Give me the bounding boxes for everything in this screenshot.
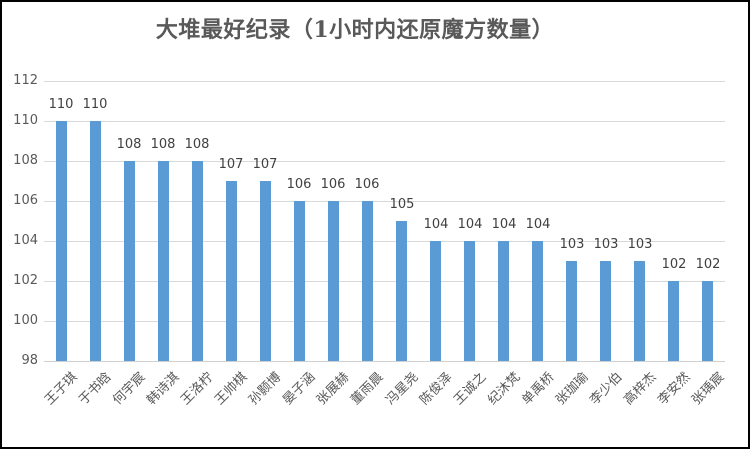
data-label: 102 [695, 257, 721, 272]
y-tick-label: 110 [13, 113, 38, 128]
y-tick-label: 104 [13, 233, 38, 248]
y-tick-label: 98 [21, 353, 38, 368]
data-label: 105 [389, 197, 415, 212]
data-label: 106 [286, 177, 312, 192]
bar [532, 241, 543, 361]
bar [668, 281, 679, 361]
bar [430, 241, 441, 361]
data-label: 104 [423, 217, 449, 232]
x-tick-label: 高梓杰 [621, 369, 660, 409]
x-tick-label: 张珈瑜 [553, 369, 592, 409]
data-label: 103 [627, 237, 653, 252]
x-tick-label: 陈俊泽 [417, 369, 456, 409]
data-label: 107 [252, 157, 278, 172]
x-tick-label: 王洛柠 [178, 369, 217, 409]
bar [498, 241, 509, 361]
gridline [44, 321, 725, 322]
bar [226, 181, 237, 361]
bar [260, 181, 271, 361]
bar [56, 121, 67, 361]
x-tick-label: 张瑀宸 [689, 369, 728, 409]
y-tick-label: 100 [13, 313, 38, 328]
gridline [44, 281, 725, 282]
bar [158, 161, 169, 361]
data-label: 104 [457, 217, 483, 232]
x-tick-label: 李安然 [655, 369, 694, 409]
bar [566, 261, 577, 361]
data-label: 106 [320, 177, 346, 192]
gridline [44, 121, 725, 122]
data-label: 102 [661, 257, 687, 272]
x-tick-label: 孙颢博 [246, 369, 285, 409]
bar [362, 201, 373, 361]
x-tick-label: 单禹桥 [519, 369, 558, 409]
x-tick-label: 纪沐梵 [485, 369, 524, 409]
data-label: 110 [82, 97, 108, 112]
data-label: 103 [559, 237, 585, 252]
x-tick-label: 何宇宸 [110, 369, 149, 409]
y-tick-label: 102 [13, 273, 38, 288]
x-tick-label: 王帅棋 [212, 369, 251, 409]
data-label: 108 [116, 137, 142, 152]
data-label: 104 [525, 217, 551, 232]
gridline [44, 161, 725, 162]
chart-title: 大堆最好纪录（1小时内还原魔方数量） [155, 17, 555, 43]
y-tick-label: 112 [13, 73, 38, 88]
x-tick-label: 董雨晨 [348, 369, 387, 409]
bar [464, 241, 475, 361]
bar [600, 261, 611, 361]
bar [124, 161, 135, 361]
data-label: 110 [48, 97, 74, 112]
gridline [44, 241, 725, 242]
bar [192, 161, 203, 361]
x-axis-line [44, 361, 725, 362]
y-tick-label: 108 [13, 153, 38, 168]
bar [702, 281, 713, 361]
bar [328, 201, 339, 361]
x-tick-label: 冯星尧 [383, 369, 422, 409]
x-tick-label: 于书晗 [76, 369, 115, 409]
data-label: 108 [150, 137, 176, 152]
x-tick-label: 晏子涵 [280, 369, 319, 409]
data-label: 107 [218, 157, 244, 172]
y-tick-label: 106 [13, 193, 38, 208]
bar [634, 261, 645, 361]
bar [396, 221, 407, 361]
gridline [44, 201, 725, 202]
gridline [44, 81, 725, 82]
data-label: 104 [491, 217, 517, 232]
bar [294, 201, 305, 361]
x-tick-label: 张展赫 [314, 369, 353, 409]
data-label: 106 [354, 177, 380, 192]
x-tick-label: 韩诗淇 [144, 369, 183, 409]
x-tick-label: 李少伯 [587, 369, 626, 409]
bar [90, 121, 101, 361]
x-tick-label: 王诚之 [451, 369, 490, 409]
data-label: 108 [184, 137, 210, 152]
data-label: 103 [593, 237, 619, 252]
x-tick-label: 王子琪 [42, 369, 81, 409]
